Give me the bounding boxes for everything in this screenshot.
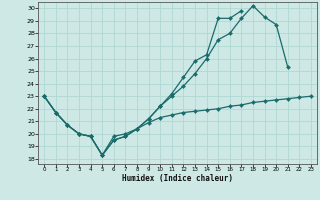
X-axis label: Humidex (Indice chaleur): Humidex (Indice chaleur) (122, 174, 233, 183)
